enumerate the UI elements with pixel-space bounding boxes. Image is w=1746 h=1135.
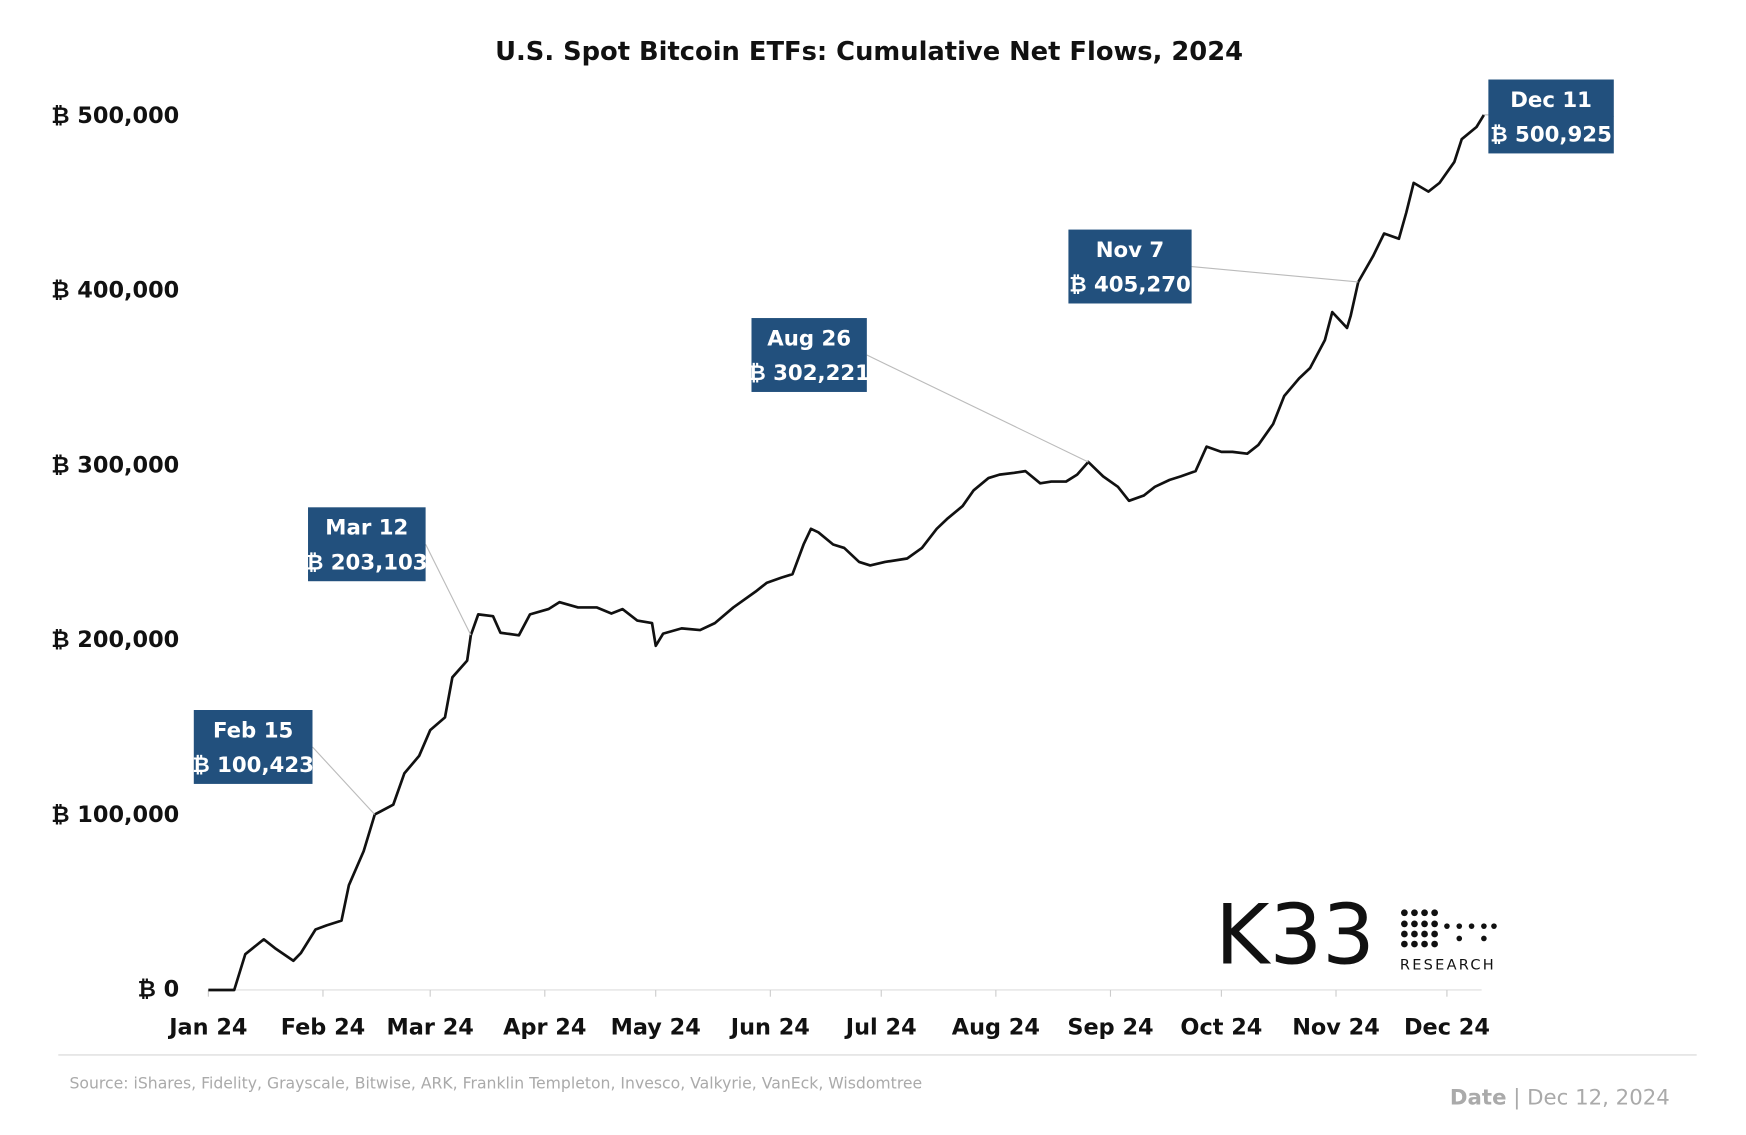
y-tick-label: ₿ 0 [138, 976, 180, 1002]
x-tick-label: Feb 24 [281, 1015, 366, 1041]
annotation-date: Feb 15 [213, 718, 293, 743]
annotation: Nov 7 ₿ 405,270 [1068, 229, 1359, 304]
annotation: Aug 26 ₿ 302,221 [748, 318, 1089, 463]
x-tick-label: Aug 24 [952, 1015, 1040, 1041]
x-tick-label: Jan 24 [167, 1015, 247, 1041]
date-stamp: Date | Dec 12, 2024 [1450, 1086, 1670, 1111]
annotation: Dec 11 ₿ 500,925 [1483, 79, 1614, 154]
annotation-value: ₿ 405,270 [1069, 273, 1191, 298]
annotation-box [751, 318, 867, 392]
date-label: Date [1450, 1086, 1507, 1111]
x-tick-label: Jul 24 [844, 1015, 917, 1041]
annotation-value: ₿ 100,423 [192, 753, 314, 778]
annotation-box [1068, 229, 1192, 304]
x-tick-label: Apr 24 [503, 1015, 586, 1041]
annotation-date: Aug 26 [767, 326, 851, 351]
y-tick-label: ₿ 400,000 [51, 278, 179, 304]
y-tick-label: ₿ 300,000 [51, 452, 179, 478]
x-tick-label: Mar 24 [387, 1015, 474, 1041]
x-tick-label: Dec 24 [1404, 1015, 1490, 1041]
y-tick-label: ₿ 200,000 [51, 627, 179, 653]
data-line [208, 114, 1486, 992]
y-tick-label: ₿ 100,000 [51, 802, 179, 828]
annotation-box [308, 507, 426, 582]
annotation-leader [1191, 265, 1359, 283]
x-tick-label: Oct 24 [1180, 1015, 1262, 1041]
x-tick-label: Jun 24 [729, 1015, 810, 1041]
source-note: Source: iShares, Fidelity, Grayscale, Bi… [69, 1074, 922, 1093]
annotation: Mar 12 ₿ 203,103 [306, 507, 472, 636]
logo: K33 RESEARCH [1215, 887, 1497, 984]
x-tick-label: May 24 [611, 1015, 701, 1041]
annotation-box [1488, 79, 1614, 154]
annotation: Feb 15 ₿ 100,423 [192, 710, 376, 815]
annotation-date: Mar 12 [325, 516, 408, 541]
annotation-date: Dec 11 [1510, 88, 1592, 113]
annotation-value: ₿ 203,103 [306, 550, 428, 575]
x-tick-label: Nov 24 [1292, 1015, 1380, 1041]
chart-title: U.S. Spot Bitcoin ETFs: Cumulative Net F… [495, 37, 1243, 67]
logo-subtitle: RESEARCH [1400, 956, 1496, 973]
date-value: Dec 12, 2024 [1527, 1086, 1670, 1111]
x-tick-label: Sep 24 [1067, 1015, 1153, 1041]
annotation-leader [425, 544, 472, 636]
annotation-leader [866, 354, 1089, 463]
annotation-date: Nov 7 [1096, 238, 1164, 263]
annotation-leader [312, 746, 376, 815]
logo-name: K33 [1215, 887, 1375, 984]
y-tick-label: ₿ 500,000 [51, 103, 179, 129]
annotation-value: ₿ 302,221 [748, 361, 870, 386]
annotation-box [193, 710, 313, 784]
annotation-value: ₿ 500,925 [1490, 123, 1612, 148]
date-separator: | [1506, 1086, 1527, 1111]
logo-dots [1401, 909, 1497, 948]
